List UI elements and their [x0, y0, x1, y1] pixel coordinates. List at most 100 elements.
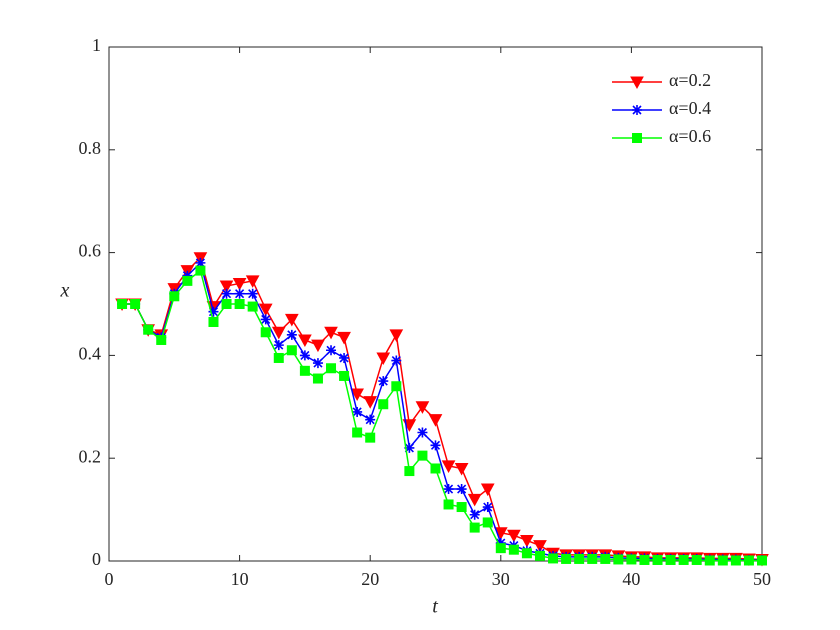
marker	[378, 376, 389, 387]
marker	[182, 270, 193, 281]
marker	[587, 553, 598, 564]
marker	[232, 277, 247, 291]
legend-label: α=0.2	[669, 70, 711, 90]
marker	[691, 554, 702, 565]
marker	[613, 554, 624, 565]
marker	[258, 303, 273, 317]
marker	[743, 555, 754, 566]
marker	[376, 352, 391, 366]
axes-box	[108, 46, 763, 562]
marker	[247, 301, 258, 312]
marker	[404, 466, 415, 477]
marker	[665, 554, 676, 565]
marker	[182, 275, 193, 286]
marker	[117, 299, 128, 309]
y-tick-label: 0.2	[79, 446, 102, 466]
marker	[286, 329, 297, 340]
marker	[156, 334, 167, 345]
marker	[508, 544, 519, 555]
marker	[443, 484, 454, 495]
marker	[365, 414, 376, 425]
marker	[273, 340, 284, 351]
marker	[208, 316, 219, 327]
marker	[415, 401, 430, 414]
legend-label: α=0.4	[669, 98, 711, 118]
marker	[234, 288, 245, 299]
marker	[221, 288, 232, 299]
marker	[417, 450, 428, 461]
marker	[482, 517, 493, 528]
marker	[456, 484, 467, 495]
marker	[271, 326, 286, 340]
marker	[378, 399, 389, 410]
marker	[417, 427, 428, 438]
plot-area	[109, 47, 762, 561]
marker	[337, 331, 351, 345]
marker	[561, 553, 572, 564]
marker	[208, 306, 219, 317]
marker	[324, 326, 338, 340]
marker	[339, 370, 350, 381]
marker	[534, 550, 545, 561]
marker	[600, 553, 611, 564]
marker	[130, 299, 141, 309]
marker	[245, 275, 260, 288]
marker	[350, 388, 364, 401]
marker	[363, 396, 378, 409]
marker	[339, 352, 350, 363]
marker	[169, 291, 180, 302]
marker	[652, 554, 663, 565]
legend-marker	[632, 133, 642, 143]
y-tick-label: 1	[92, 35, 101, 55]
x-tick-label: 40	[622, 569, 640, 589]
marker	[389, 329, 404, 342]
marker	[391, 355, 402, 366]
marker	[730, 555, 741, 566]
marker	[467, 493, 482, 507]
marker	[326, 345, 337, 356]
marker	[312, 358, 323, 369]
marker	[757, 555, 767, 566]
y-tick-label: 0.4	[79, 344, 102, 364]
marker	[678, 554, 689, 565]
marker	[520, 534, 534, 548]
y-tick-label: 0.8	[79, 138, 102, 158]
marker	[521, 548, 532, 559]
x-tick-label: 10	[231, 569, 249, 589]
marker	[260, 327, 271, 338]
legend-marker	[630, 76, 644, 90]
legend-label: α=0.6	[669, 126, 711, 146]
x-tick-label: 30	[492, 569, 510, 589]
y-tick-label: 0	[92, 549, 101, 569]
marker	[219, 280, 234, 294]
marker	[507, 529, 521, 543]
x-tick-label: 20	[361, 569, 379, 589]
y-tick-label: 0.6	[79, 241, 102, 261]
marker	[469, 522, 480, 533]
marker	[430, 440, 441, 451]
x-tick-label: 50	[753, 569, 771, 589]
marker	[495, 538, 506, 549]
marker	[286, 345, 297, 356]
marker	[391, 381, 402, 392]
marker	[639, 554, 650, 565]
marker	[443, 499, 454, 510]
marker	[284, 313, 299, 327]
marker	[533, 540, 547, 553]
marker	[195, 257, 206, 268]
marker	[326, 363, 337, 374]
marker	[273, 352, 284, 363]
y-axis-label: x	[60, 280, 70, 302]
marker	[441, 460, 456, 473]
marker	[352, 427, 363, 438]
marker	[260, 314, 271, 325]
marker	[548, 553, 559, 564]
x-tick-label: 0	[105, 569, 114, 589]
marker	[234, 299, 245, 309]
marker	[299, 365, 310, 376]
marker	[298, 334, 312, 348]
marker	[626, 554, 637, 565]
marker	[247, 288, 258, 299]
